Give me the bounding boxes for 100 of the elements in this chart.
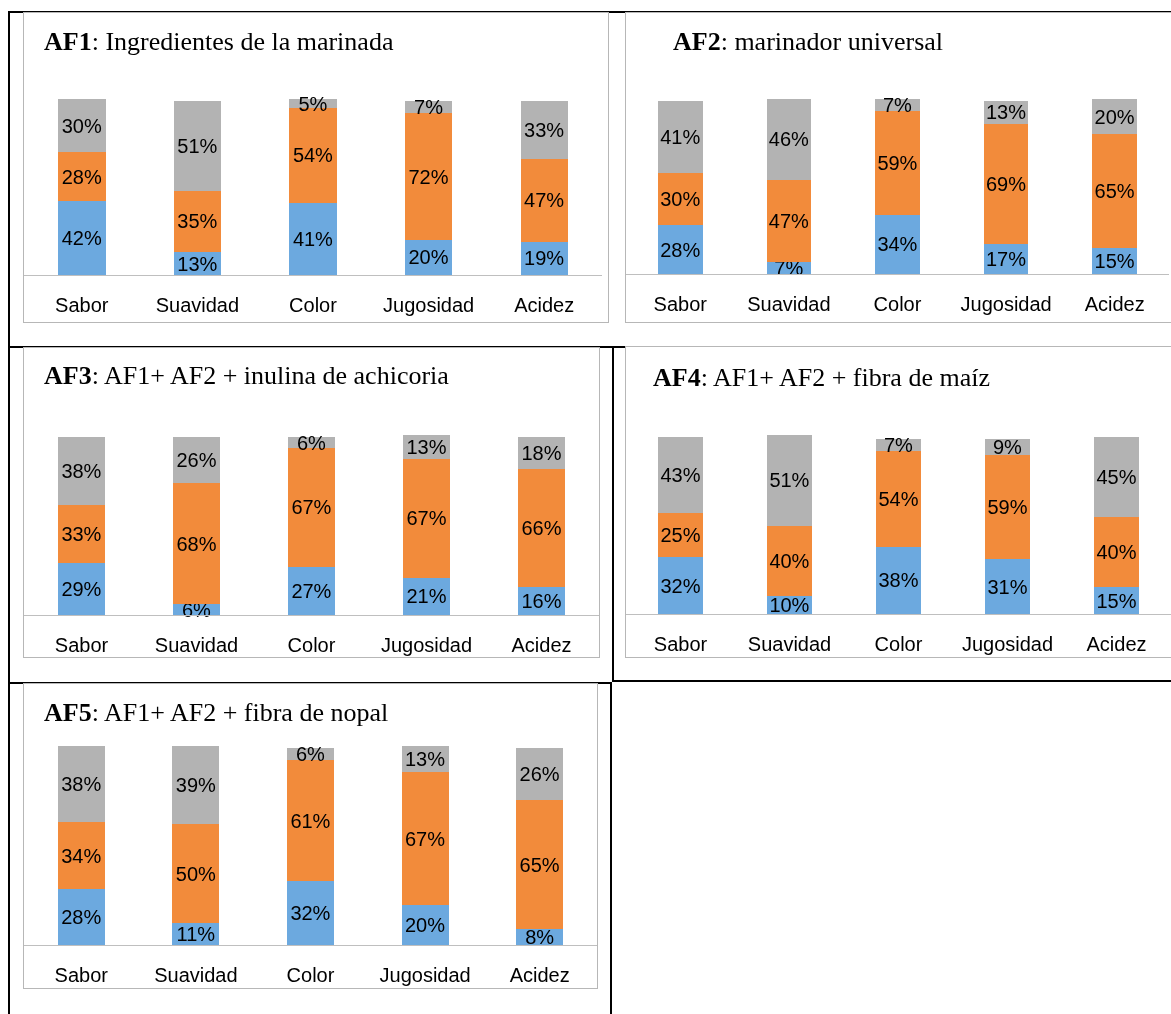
data-label: 34%	[877, 233, 918, 256]
x-tick-label: Suavidad	[154, 964, 238, 986]
chart-title: AF4: AF1+ AF2 + fibra de maíz	[653, 362, 990, 392]
data-label: 54%	[878, 488, 919, 511]
x-tick-label: Sabor	[653, 633, 708, 655]
data-label: 68%	[176, 532, 217, 555]
x-tick-label: Suavidad	[747, 293, 831, 315]
bar	[1092, 134, 1137, 248]
data-label: 21%	[406, 585, 447, 608]
x-tick-label: Acidez	[1084, 293, 1145, 315]
bar	[172, 483, 221, 605]
bar	[404, 113, 453, 240]
data-label: 30%	[61, 114, 102, 137]
x-tick-label: Acidez	[509, 964, 570, 986]
data-label: 51%	[769, 469, 810, 492]
bar	[516, 800, 564, 930]
data-label: 43%	[660, 464, 701, 487]
data-label: 67%	[291, 496, 332, 519]
data-label: 72%	[408, 165, 449, 188]
data-label: 13%	[177, 252, 218, 275]
data-label: 20%	[408, 246, 449, 269]
data-label: 7%	[414, 96, 444, 119]
data-label: 34%	[61, 844, 102, 867]
data-label: 19%	[524, 247, 565, 270]
data-label: 6%	[296, 431, 327, 454]
x-tick-label: Sabor	[54, 964, 109, 986]
x-tick-label: Sabor	[54, 634, 109, 656]
data-label: 17%	[985, 248, 1027, 271]
data-label: 13%	[404, 748, 446, 771]
data-label: 61%	[290, 809, 331, 832]
bar	[173, 101, 222, 191]
data-label: 46%	[768, 128, 810, 151]
data-label: 41%	[660, 125, 701, 148]
x-tick-label: Sabor	[55, 294, 109, 316]
data-label: 65%	[1094, 179, 1135, 202]
data-label: 59%	[987, 496, 1028, 519]
data-label: 10%	[769, 594, 810, 617]
data-label: 20%	[404, 914, 446, 937]
data-label: 38%	[61, 460, 102, 483]
bar	[402, 458, 451, 578]
data-label: 15%	[1096, 589, 1137, 612]
data-label: 16%	[521, 589, 562, 612]
bar	[985, 454, 1030, 560]
bar	[172, 823, 220, 924]
data-label: 7%	[883, 434, 914, 457]
bar	[58, 99, 106, 152]
data-label: 11%	[176, 923, 216, 946]
bar	[876, 451, 921, 547]
bar	[1094, 516, 1139, 588]
bar	[517, 469, 566, 587]
bar	[289, 202, 337, 275]
bar	[658, 100, 703, 173]
x-tick-label: Suavidad	[747, 633, 832, 655]
x-tick-label: Sabor	[653, 293, 708, 315]
data-label: 32%	[290, 902, 331, 925]
x-tick-label: Suavidad	[154, 634, 239, 656]
data-label: 54%	[292, 144, 334, 167]
data-label: 26%	[176, 449, 217, 472]
bar	[57, 746, 105, 822]
data-label: 40%	[769, 549, 810, 572]
bar	[766, 179, 812, 262]
data-label: 26%	[519, 763, 560, 786]
x-tick-label: Color	[873, 293, 922, 315]
data-label: 59%	[877, 152, 918, 175]
x-tick-label: Jugosidad	[380, 634, 473, 656]
data-label: 15%	[1094, 249, 1135, 272]
data-label: 32%	[660, 574, 701, 597]
bar	[767, 525, 812, 597]
data-label: 38%	[878, 569, 919, 592]
data-label: 67%	[406, 507, 447, 530]
data-label: 20%	[1094, 105, 1135, 128]
data-label: 47%	[768, 209, 810, 232]
data-label: 18%	[521, 442, 562, 465]
data-label: 8%	[525, 926, 555, 949]
data-label: 39%	[175, 774, 217, 797]
data-label: 25%	[660, 524, 701, 547]
bar	[876, 546, 921, 614]
x-tick-label: Jugosidad	[383, 294, 475, 316]
data-label: 65%	[519, 853, 560, 876]
bar	[287, 881, 334, 945]
data-label: 28%	[660, 238, 701, 261]
data-label: 28%	[61, 906, 102, 929]
x-tick-label: Acidez	[514, 294, 575, 316]
chart-title: AF1: Ingredientes de la marinada	[44, 26, 394, 56]
x-tick-label: Suavidad	[155, 294, 240, 316]
chart-title: AF3: AF1+ AF2 + inulina de achicoria	[44, 360, 450, 390]
data-label: 27%	[291, 580, 332, 602]
data-label: 45%	[1096, 465, 1137, 488]
x-tick-label: Jugosidad	[379, 964, 471, 986]
data-label: 33%	[61, 523, 102, 546]
data-label: 38%	[61, 773, 102, 796]
data-label: 69%	[985, 172, 1027, 195]
data-label: 67%	[404, 827, 446, 850]
bar	[172, 746, 220, 824]
bar	[58, 201, 106, 275]
x-tick-label: Jugosidad	[961, 633, 1054, 655]
bar	[57, 437, 106, 505]
x-tick-label: Acidez	[511, 634, 572, 656]
x-tick-label: Color	[874, 633, 923, 655]
data-label: 47%	[524, 189, 565, 212]
